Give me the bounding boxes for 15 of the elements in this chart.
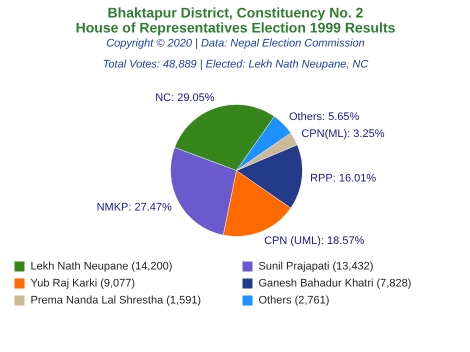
text: Total Votes: 48,889 | Elected: Lekh Nath Neupane, NC bbox=[102, 58, 368, 70]
legend-label: Yub Raj Karki (9,077) bbox=[30, 278, 136, 290]
legend-label: Others (2,761) bbox=[258, 294, 330, 306]
data-label: CPN(ML): 3.25% bbox=[301, 128, 385, 140]
legend-label: Prema Nanda Lal Shrestha (1,591) bbox=[30, 294, 202, 306]
chart-title: Bhaktapur District, Constituency No. 2 House of Representatives Election 1999 Results bbox=[76, 4, 396, 36]
data-label: NMKP: 27.47% bbox=[96, 201, 172, 214]
legend-label: Lekh Nath Neupane (14,200) bbox=[30, 260, 172, 272]
data-label: CPN (UML): 18.57% bbox=[264, 235, 365, 248]
legend-label: Sunil Prajapati (13,432) bbox=[258, 260, 374, 272]
data-label: RPP: 16.01% bbox=[310, 172, 376, 184]
chart-subtitle: Copyright © 2020 | Data: Nepal Election Commission bbox=[106, 38, 365, 50]
legend-label: Ganesh Bahadur Khatri (7,828) bbox=[258, 278, 412, 290]
data-label: Others: 5.65% bbox=[288, 110, 360, 123]
data-label: NC: 29.05% bbox=[155, 92, 215, 104]
